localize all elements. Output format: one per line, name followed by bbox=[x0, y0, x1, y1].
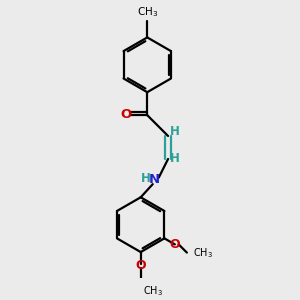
Text: H: H bbox=[141, 172, 151, 185]
Text: CH$_3$: CH$_3$ bbox=[193, 246, 213, 260]
Text: H: H bbox=[170, 152, 180, 166]
Text: O: O bbox=[169, 238, 180, 251]
Text: CH$_3$: CH$_3$ bbox=[137, 5, 158, 19]
Text: H: H bbox=[170, 124, 180, 137]
Text: N: N bbox=[148, 173, 159, 186]
Text: O: O bbox=[120, 108, 131, 121]
Text: CH$_3$: CH$_3$ bbox=[143, 284, 163, 298]
Text: O: O bbox=[135, 259, 146, 272]
